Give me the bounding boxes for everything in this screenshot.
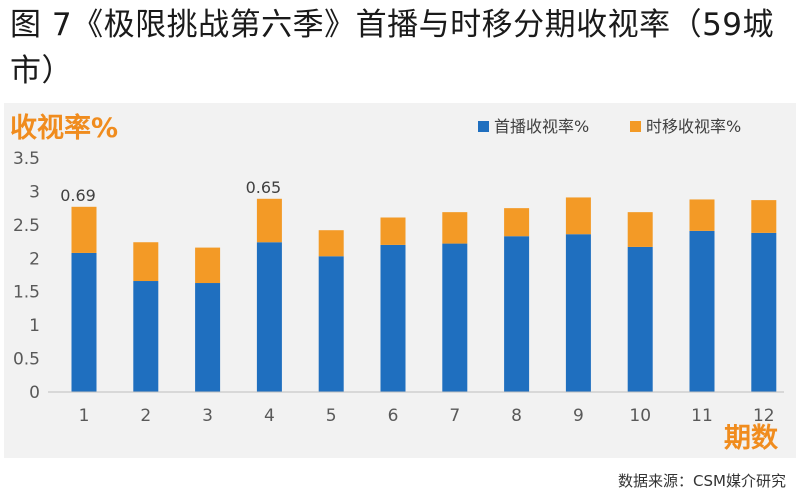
bars: 0.69 0.65	[60, 178, 777, 392]
x-tick-label: 10	[629, 406, 651, 426]
bar-premiere	[256, 242, 282, 392]
y-tick-label: 1.5	[13, 283, 40, 303]
bar-premiere	[442, 243, 468, 392]
bar-timeshift	[504, 208, 530, 237]
bar-premiere	[133, 281, 159, 392]
x-tick-label: 7	[449, 406, 460, 426]
legend-swatch-timeshift	[630, 121, 641, 132]
bar-timeshift	[442, 212, 468, 244]
y-tick-label: 2	[29, 249, 40, 269]
bar-timeshift	[256, 198, 282, 243]
x-tick-label: 3	[202, 406, 213, 426]
bar-premiere	[627, 246, 653, 392]
x-tick-label: 4	[264, 406, 275, 426]
stacked-bar-chart: 收视率% 期数 首播收视率% 时移收视率% 0 0.5 1 1.5 2 2.5 3 3.5 0.…	[10, 112, 784, 454]
y-tick-label: 0	[29, 383, 40, 403]
x-tick-label: 2	[140, 406, 151, 426]
y-axis-ticks: 0 0.5 1 1.5 2 2.5 3 3.5	[13, 149, 40, 403]
legend-label: 首播收视率%	[494, 117, 589, 136]
x-tick-label: 6	[388, 406, 399, 426]
legend-swatch-premiere	[478, 121, 489, 132]
bar-premiere	[318, 256, 344, 392]
x-tick-label: 5	[326, 406, 337, 426]
y-tick-label: 1	[29, 316, 40, 336]
bar-premiere	[504, 236, 530, 392]
bar-timeshift	[380, 217, 406, 245]
bar-premiere	[565, 234, 591, 392]
bar-timeshift	[133, 242, 159, 282]
y-tick-label: 2.5	[13, 216, 40, 236]
bar-timeshift	[751, 200, 777, 233]
y-tick-label: 0.5	[13, 350, 40, 370]
x-tick-label: 12	[753, 406, 775, 426]
x-tick-label: 1	[79, 406, 90, 426]
y-tick-label: 3.5	[13, 149, 40, 169]
x-tick-label: 8	[511, 406, 522, 426]
bar-timeshift	[689, 199, 715, 231]
x-tick-label: 9	[573, 406, 584, 426]
x-axis-ticks: 1 2 3 4 5 6 7 8 9 10 11 12	[79, 406, 775, 426]
y-axis-title: 收视率%	[10, 112, 118, 144]
bar-premiere	[71, 252, 97, 392]
legend: 首播收视率% 时移收视率%	[478, 117, 741, 136]
bar-premiere	[380, 244, 406, 392]
source-note: 数据来源：CSM媒介研究	[618, 472, 786, 490]
bar-timeshift	[318, 230, 344, 257]
figure-title: 图 7《极限挑战第六季》首播与时移分期收视率（59城市）	[10, 7, 775, 89]
x-axis-title: 期数	[724, 423, 779, 454]
x-tick-label: 11	[691, 406, 713, 426]
bar-premiere	[689, 230, 715, 392]
bar-timeshift	[565, 197, 591, 235]
bar-premiere	[751, 232, 777, 392]
bar-premiere	[195, 283, 221, 392]
legend-label: 时移收视率%	[646, 117, 741, 136]
bar-timeshift	[195, 247, 221, 284]
data-label: 0.69	[60, 186, 96, 205]
bar-timeshift	[71, 206, 97, 253]
y-tick-label: 3	[29, 182, 40, 202]
bar-timeshift	[627, 212, 653, 247]
data-label: 0.65	[246, 178, 282, 197]
